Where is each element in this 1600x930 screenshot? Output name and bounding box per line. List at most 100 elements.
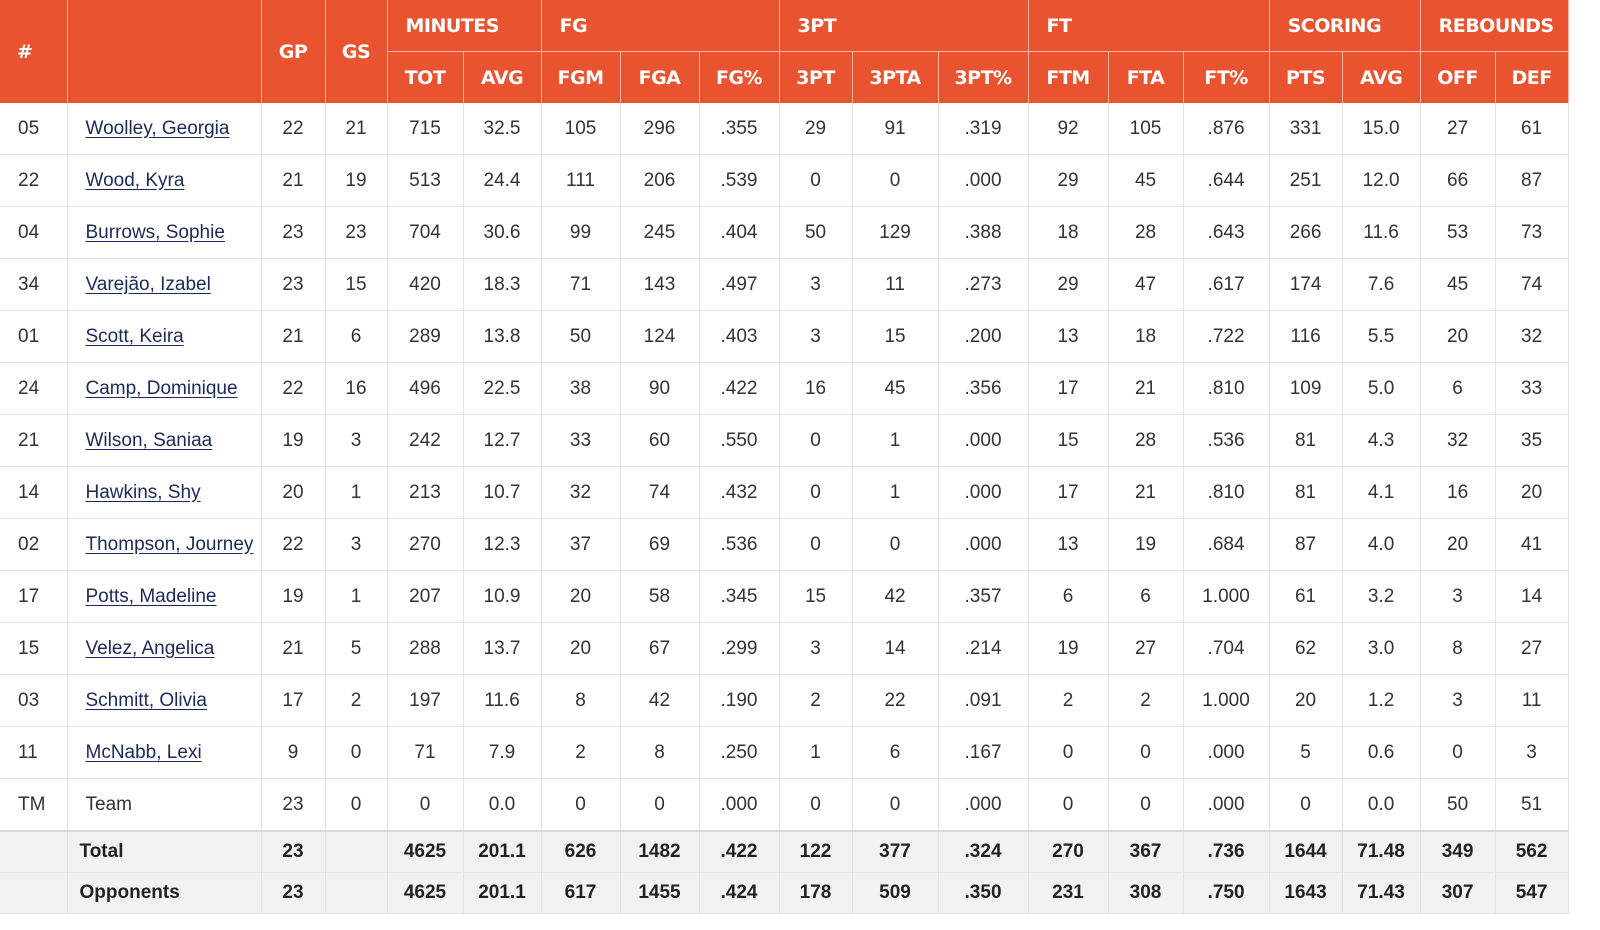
- stat-off: 27: [1420, 103, 1496, 155]
- table-header: # GP GS MINUTES FG 3PT FT SCORING REBOUN…: [0, 0, 1569, 103]
- stat-fta: 21: [1108, 362, 1184, 415]
- player-name-cell: Scott, Keira: [67, 310, 262, 363]
- total-tpp: .350: [938, 872, 1029, 914]
- stat-ftm: 2: [1028, 674, 1109, 727]
- stat-fgp: .355: [699, 103, 780, 155]
- stat-fga: 0: [620, 778, 700, 832]
- stat-pts: 87: [1269, 518, 1343, 571]
- stat-off: 32: [1420, 414, 1496, 467]
- totals-label: Opponents: [67, 872, 262, 914]
- col-header-number: #: [0, 0, 68, 103]
- stat-off: 66: [1420, 154, 1496, 207]
- stat-mavg: 12.7: [463, 414, 542, 467]
- stat-savg: 5.0: [1342, 362, 1421, 415]
- stat-ftp: .617: [1183, 258, 1270, 311]
- stat-gp: 21: [261, 310, 326, 363]
- table-row: 24 Camp, Dominique 22 16 496 22.5 38 90.422 16 45…: [0, 362, 1569, 415]
- stat-ftp: .643: [1183, 206, 1270, 259]
- stat-ftp: .722: [1183, 310, 1270, 363]
- jersey-number: 04: [0, 206, 68, 259]
- stat-tot: 0: [387, 778, 464, 832]
- player-link[interactable]: Burrows, Sophie: [85, 221, 225, 243]
- total-ftp: .750: [1183, 872, 1270, 914]
- table-row: 01 Scott, Keira 21 6 289 13.8 50 124.403 3 15.200…: [0, 310, 1569, 363]
- stat-tot: 207: [387, 570, 464, 623]
- stat-tot: 270: [387, 518, 464, 571]
- player-link[interactable]: Potts, Madeline: [85, 585, 217, 607]
- table-row: 15 Velez, Angelica 21 5 288 13.7 20 67.299 3 14.2…: [0, 622, 1569, 675]
- stat-fgm: 99: [541, 206, 621, 259]
- stat-fgp: .404: [699, 206, 780, 259]
- total-tot: 4625: [387, 872, 464, 914]
- group-header-fg: FG: [541, 0, 780, 52]
- player-link[interactable]: Scott, Keira: [85, 325, 184, 347]
- player-link[interactable]: McNabb, Lexi: [85, 741, 202, 763]
- total-mavg: 201.1: [463, 830, 542, 873]
- player-link[interactable]: Thompson, Journey: [85, 533, 254, 555]
- player-link[interactable]: Velez, Angelica: [85, 637, 215, 659]
- jersey-number: 14: [0, 466, 68, 519]
- stat-gp: 21: [261, 622, 326, 675]
- stat-fta: 21: [1108, 466, 1184, 519]
- stat-ftm: 0: [1028, 778, 1109, 832]
- stat-tpp: .000: [938, 518, 1029, 571]
- player-link[interactable]: Wilson, Saniaa: [85, 429, 213, 451]
- stat-ftm: 19: [1028, 622, 1109, 675]
- stat-ftp: .810: [1183, 466, 1270, 519]
- stat-ftp: .704: [1183, 622, 1270, 675]
- stat-tp: 16: [779, 362, 853, 415]
- total-tp: 178: [779, 872, 853, 914]
- player-link[interactable]: Varejão, Izabel: [85, 273, 211, 295]
- stat-savg: 3.0: [1342, 622, 1421, 675]
- total-tpa: 377: [852, 830, 939, 873]
- stat-off: 3: [1420, 570, 1496, 623]
- stat-fgm: 38: [541, 362, 621, 415]
- player-link[interactable]: Schmitt, Olivia: [85, 689, 207, 711]
- stat-tpp: .273: [938, 258, 1029, 311]
- stat-fgp: .550: [699, 414, 780, 467]
- stat-fga: 8: [620, 726, 700, 779]
- group-header-minutes: MINUTES: [387, 0, 542, 52]
- player-name-cell: Burrows, Sophie: [67, 206, 262, 259]
- player-link[interactable]: Hawkins, Shy: [85, 481, 201, 503]
- stat-tpp: .000: [938, 154, 1029, 207]
- stat-fgm: 111: [541, 154, 621, 207]
- total-pts: 1643: [1269, 872, 1343, 914]
- stat-pts: 0: [1269, 778, 1343, 832]
- stat-tp: 0: [779, 466, 853, 519]
- stat-fgp: .403: [699, 310, 780, 363]
- totals-row: Total 23 4625 201.1 626 1482.422 122 377.324 270…: [0, 830, 1569, 873]
- stat-tpa: 91: [852, 103, 939, 155]
- stat-tot: 71: [387, 726, 464, 779]
- total-fgm: 617: [541, 872, 621, 914]
- player-name-cell: Varejão, Izabel: [67, 258, 262, 311]
- stat-pts: 109: [1269, 362, 1343, 415]
- stat-ftm: 0: [1028, 726, 1109, 779]
- table-row: TM Team 23 0 0 0.0 0 0.000 0 0.000 0 0.000 0 0.0 50 51: [0, 778, 1569, 832]
- stat-tpa: 14: [852, 622, 939, 675]
- stat-fga: 90: [620, 362, 700, 415]
- stat-tpp: .200: [938, 310, 1029, 363]
- player-link[interactable]: Camp, Dominique: [85, 377, 238, 399]
- stat-tpp: .091: [938, 674, 1029, 727]
- stat-fgm: 105: [541, 103, 621, 155]
- stat-pts: 331: [1269, 103, 1343, 155]
- total-fta: 367: [1108, 830, 1184, 873]
- stat-fga: 42: [620, 674, 700, 727]
- player-link[interactable]: Wood, Kyra: [85, 169, 185, 191]
- group-header-3pt: 3PT: [779, 0, 1029, 52]
- stat-gs: 6: [325, 310, 388, 363]
- stat-def: 32: [1495, 310, 1569, 363]
- stat-mavg: 7.9: [463, 726, 542, 779]
- stat-fta: 47: [1108, 258, 1184, 311]
- total-gs: [325, 830, 388, 873]
- stat-mavg: 11.6: [463, 674, 542, 727]
- stat-tpp: .388: [938, 206, 1029, 259]
- player-link[interactable]: Woolley, Georgia: [85, 117, 230, 139]
- stat-def: 61: [1495, 103, 1569, 155]
- stat-tot: 496: [387, 362, 464, 415]
- stat-def: 87: [1495, 154, 1569, 207]
- stat-tpp: .357: [938, 570, 1029, 623]
- stat-tot: 704: [387, 206, 464, 259]
- stat-mavg: 22.5: [463, 362, 542, 415]
